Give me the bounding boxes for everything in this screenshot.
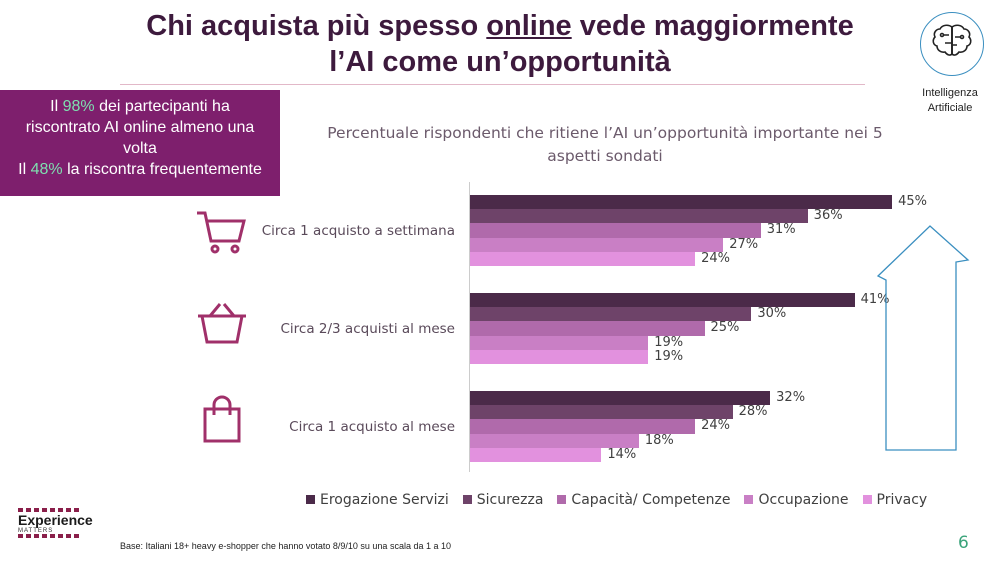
legend-item: Erogazione Servizi xyxy=(306,492,449,508)
bar-2-0 xyxy=(470,223,761,238)
data-label: 28% xyxy=(738,404,768,420)
chart-legend: Erogazione Servizi Sicurezza Capacità/ Com… xyxy=(306,492,927,508)
chart-axis xyxy=(469,182,470,472)
legend-swatch xyxy=(306,495,315,504)
shopping-bag-icon xyxy=(203,395,241,443)
data-label: 45% xyxy=(898,194,927,209)
legend-swatch xyxy=(462,495,472,504)
bar-1-0 xyxy=(470,209,808,224)
legend-label: Sicurezza xyxy=(476,492,544,508)
page-title: Chi acquista più spesso online vede magg… xyxy=(110,8,890,80)
data-label: 31% xyxy=(766,222,796,238)
bar-4-0 xyxy=(470,251,696,266)
bar-4-1 xyxy=(470,349,649,364)
legend-item: Privacy xyxy=(862,492,928,508)
base-note: Base: Italiani 18+ heavy e-shopper che h… xyxy=(120,541,451,551)
bar-0-1 xyxy=(470,293,855,308)
data-label: 41% xyxy=(860,292,890,307)
title-divider xyxy=(120,84,865,85)
data-label: 36% xyxy=(813,208,843,224)
data-label: 24% xyxy=(701,418,731,434)
shopping-cart-icon xyxy=(197,211,246,254)
bar-3-2 xyxy=(470,433,639,448)
legend-label: Occupazione xyxy=(758,492,849,508)
legend-item: Capacità/ Competenze xyxy=(557,492,730,508)
title-underlined: online xyxy=(486,10,572,42)
data-label: 24% xyxy=(701,250,731,266)
bar-1-2 xyxy=(470,405,733,420)
data-label: 19% xyxy=(654,348,684,364)
title-part2: vede maggiormente xyxy=(571,10,854,42)
data-label: 14% xyxy=(607,446,637,462)
data-label: 30% xyxy=(757,306,787,322)
legend-item: Occupazione xyxy=(744,492,849,508)
trend-up-arrow-icon xyxy=(876,225,970,451)
chart-title: Percentuale rispondenti che ritiene l’AI… xyxy=(327,124,883,165)
data-label: 25% xyxy=(710,320,740,336)
data-label: 18% xyxy=(644,432,674,448)
bar-2-1 xyxy=(470,321,705,336)
category-label: Circa 1 acquisto al mese xyxy=(289,419,455,435)
bar-3-1 xyxy=(470,335,649,350)
ai-label: Intelligenza Artificiale xyxy=(922,87,978,114)
data-label: 19% xyxy=(654,334,684,350)
callout-box: Il 98% dei partecipanti ha riscontrato A… xyxy=(0,90,280,196)
legend-swatch xyxy=(744,495,754,504)
shopping-basket-icon xyxy=(198,303,246,344)
experience-matters-logo: Experience MATTERS xyxy=(18,508,93,538)
legend-swatch xyxy=(862,495,872,504)
title-part1: Chi acquista più spesso xyxy=(146,10,487,42)
legend-label: Erogazione Servizi xyxy=(320,492,449,508)
data-label: 27% xyxy=(729,236,759,252)
data-label: 32% xyxy=(776,390,806,405)
brain-circuit-icon xyxy=(920,12,984,76)
category-label: Circa 2/3 acquisti al mese xyxy=(280,321,456,337)
legend-swatch xyxy=(557,495,567,504)
legend-label: Privacy xyxy=(876,492,928,508)
bar-0-2 xyxy=(470,391,771,406)
legend-label: Capacità/ Competenze xyxy=(571,492,731,508)
bar-4-2 xyxy=(470,447,602,462)
bar-1-1 xyxy=(470,307,752,322)
bar-0-0 xyxy=(470,195,893,210)
title-line2: l’AI come un’opportunità xyxy=(329,46,671,78)
page-number: 6 xyxy=(958,533,969,553)
legend-item: Sicurezza xyxy=(462,492,544,508)
category-label: Circa 1 acquisto a settimana xyxy=(261,223,455,239)
bar-3-0 xyxy=(470,237,724,252)
bar-2-2 xyxy=(470,419,696,434)
